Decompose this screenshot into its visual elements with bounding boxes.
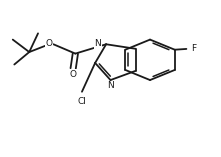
Text: O: O [70,70,77,79]
Text: Cl: Cl [78,97,86,106]
Text: F: F [191,44,196,53]
Text: O: O [45,39,52,48]
Text: N: N [108,81,114,90]
Text: N: N [95,39,101,48]
